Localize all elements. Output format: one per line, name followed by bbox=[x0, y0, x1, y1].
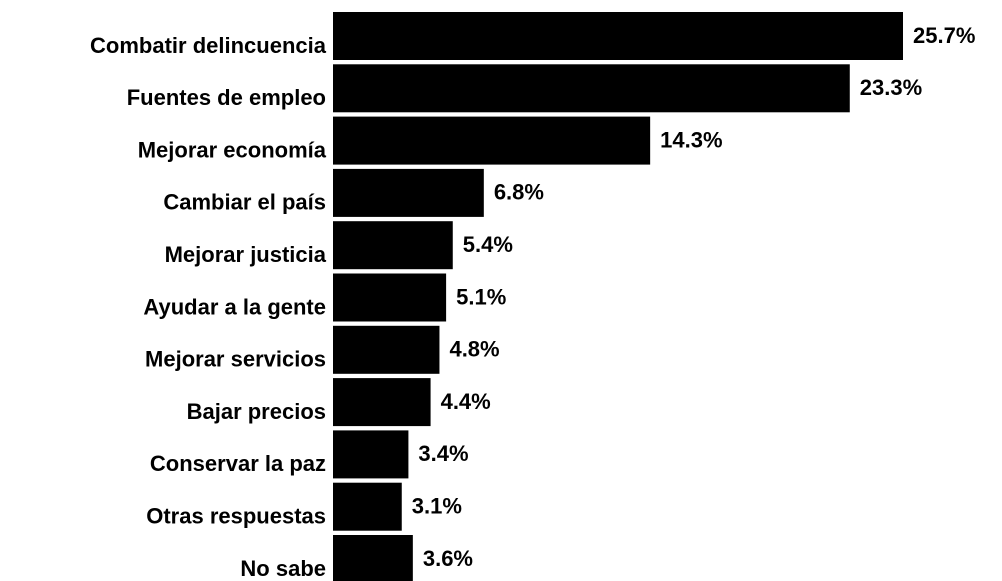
category-label: Otras respuestas bbox=[146, 504, 326, 529]
bar bbox=[333, 535, 413, 581]
category-label: Mejorar justicia bbox=[165, 242, 327, 267]
bar bbox=[333, 64, 850, 113]
bar bbox=[333, 482, 402, 531]
bar bbox=[333, 430, 409, 479]
bar bbox=[333, 273, 447, 322]
category-label: Mejorar economía bbox=[138, 137, 327, 162]
value-label: 4.4% bbox=[441, 389, 491, 414]
category-label: Ayudar a la gente bbox=[143, 294, 326, 319]
bar bbox=[333, 116, 651, 165]
value-label: 3.1% bbox=[412, 494, 462, 519]
value-label: 4.8% bbox=[449, 337, 499, 362]
value-label: 5.4% bbox=[463, 232, 513, 257]
category-label: Cambiar el país bbox=[163, 190, 326, 215]
value-label: 5.1% bbox=[456, 284, 506, 309]
value-label: 6.8% bbox=[494, 180, 544, 205]
bar bbox=[333, 168, 484, 217]
category-label: Fuentes de empleo bbox=[127, 85, 326, 110]
category-label: Mejorar servicios bbox=[145, 347, 326, 372]
category-label: No sabe bbox=[240, 556, 326, 581]
bar bbox=[333, 378, 431, 427]
value-label: 23.3% bbox=[860, 75, 922, 100]
value-label: 25.7% bbox=[913, 23, 975, 48]
category-label: Conservar la paz bbox=[150, 451, 326, 476]
category-label: Combatir delincuencia bbox=[90, 33, 327, 58]
value-label: 3.6% bbox=[423, 546, 473, 571]
value-label: 3.4% bbox=[418, 441, 468, 466]
category-label: Bajar precios bbox=[187, 399, 326, 424]
bar bbox=[333, 325, 440, 374]
value-label: 14.3% bbox=[660, 127, 722, 152]
bar bbox=[333, 12, 903, 60]
bar bbox=[333, 221, 453, 270]
